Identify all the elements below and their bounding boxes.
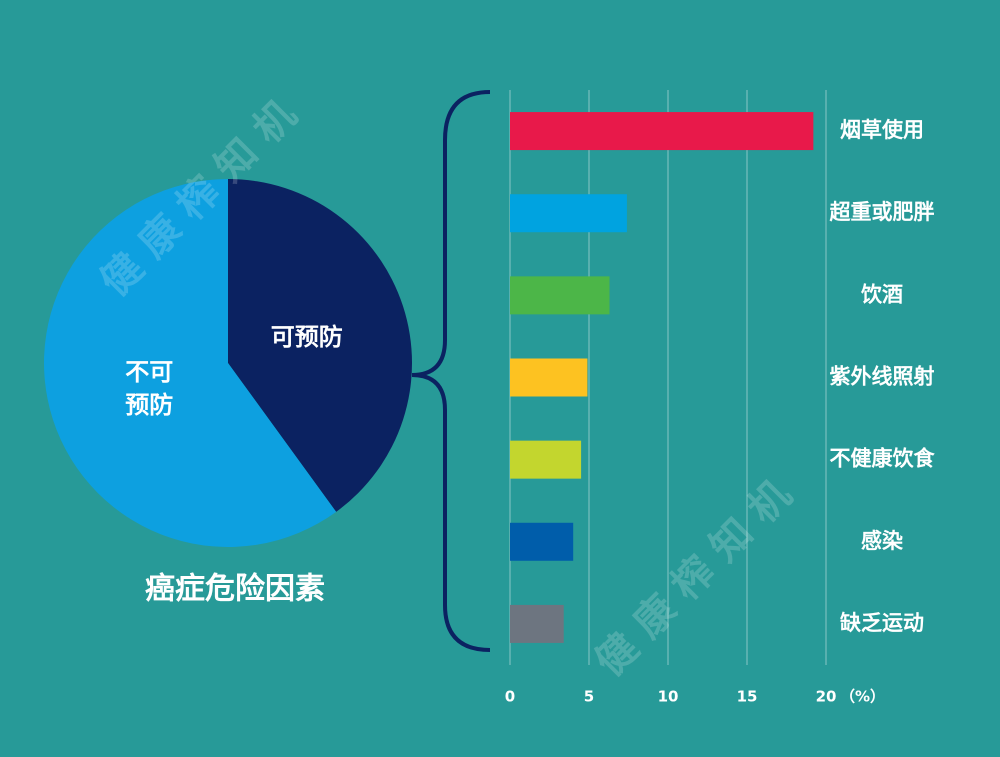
pie-slice: [43, 179, 337, 547]
category-label: 饮酒: [860, 282, 903, 306]
bar: [510, 276, 610, 315]
pie-label: 可预防: [247, 297, 367, 377]
x-tick-label: 20: [816, 688, 837, 706]
bar: [510, 522, 574, 561]
category-label: 不健康饮食: [830, 447, 936, 471]
x-tick-label: 15: [737, 688, 758, 706]
x-axis-label: （%）: [840, 688, 885, 706]
pie-label-box: 不可预防: [89, 349, 209, 429]
bar: [510, 112, 814, 151]
pie-slice: [228, 179, 413, 512]
bar: [510, 440, 582, 479]
bar: [510, 194, 627, 233]
category-label: 紫外线照射: [830, 365, 935, 389]
pie-title: 癌症危险因素: [145, 572, 325, 607]
category-label: 超重或肥胖: [830, 200, 935, 224]
bar: [510, 604, 564, 643]
pie-label-box: 可预防: [247, 297, 367, 377]
category-label: 缺乏运动: [840, 611, 924, 635]
x-tick-label: 5: [584, 688, 594, 706]
pie-label-text: 可预防: [270, 323, 343, 352]
pie-label: 不可预防: [89, 349, 209, 429]
pie-label-text: 不可预防: [125, 358, 174, 419]
bracket: [411, 90, 491, 652]
x-tick-label: 0: [505, 688, 515, 706]
bar: [510, 358, 588, 397]
category-label: 感染: [861, 529, 903, 553]
x-tick-label: 10: [658, 688, 679, 706]
category-label: 烟草使用: [840, 118, 924, 142]
